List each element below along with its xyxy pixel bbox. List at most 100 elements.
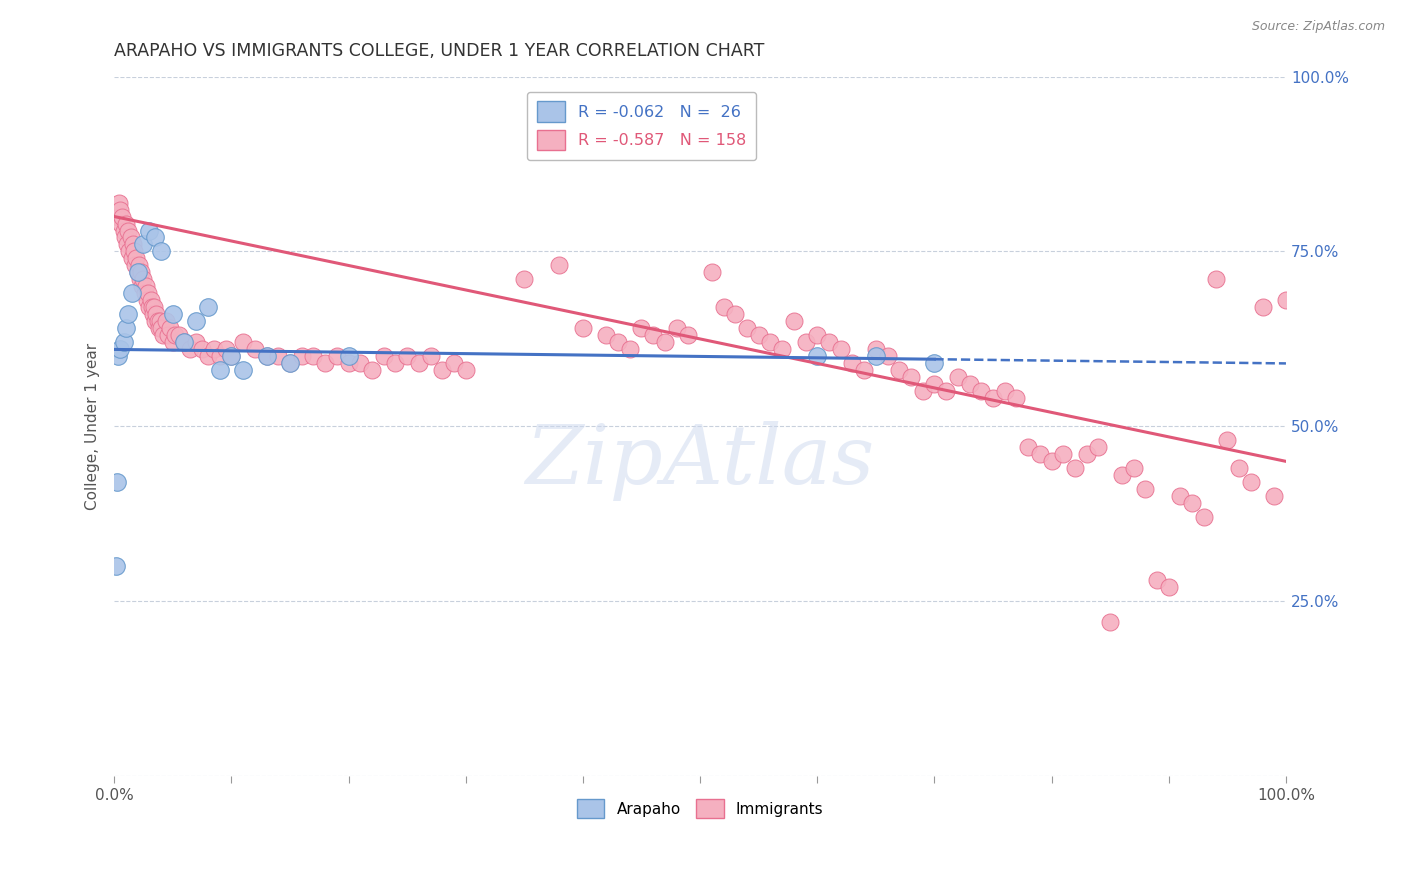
Point — [654, 335, 676, 350]
Point — [1227, 461, 1250, 475]
Point — [302, 350, 325, 364]
Point — [1240, 475, 1263, 490]
Point — [155, 314, 177, 328]
Point — [120, 230, 142, 244]
Point — [152, 328, 174, 343]
Point — [118, 244, 141, 259]
Point — [186, 335, 208, 350]
Point — [110, 217, 132, 231]
Point — [121, 252, 143, 266]
Point — [1275, 293, 1298, 308]
Point — [129, 272, 152, 286]
Point — [162, 335, 184, 350]
Point — [131, 279, 153, 293]
Point — [1076, 447, 1098, 461]
Point — [173, 335, 195, 350]
Point — [724, 308, 747, 322]
Point — [1251, 301, 1274, 315]
Point — [114, 230, 136, 244]
Point — [162, 308, 184, 322]
Point — [124, 259, 146, 273]
Point — [136, 286, 159, 301]
Y-axis label: College, Under 1 year: College, Under 1 year — [86, 343, 100, 510]
Point — [105, 475, 128, 490]
Point — [1111, 468, 1133, 483]
Point — [132, 272, 155, 286]
Point — [314, 356, 336, 370]
Point — [432, 363, 454, 377]
Point — [806, 350, 828, 364]
Legend: Arapaho, Immigrants: Arapaho, Immigrants — [571, 793, 830, 824]
Point — [112, 223, 135, 237]
Point — [337, 356, 360, 370]
Point — [173, 335, 195, 350]
Point — [408, 356, 430, 370]
Point — [924, 377, 946, 392]
Point — [179, 343, 201, 357]
Point — [221, 350, 243, 364]
Point — [1157, 580, 1180, 594]
Point — [911, 384, 934, 399]
Point — [443, 356, 465, 370]
Point — [107, 350, 129, 364]
Point — [232, 335, 254, 350]
Point — [143, 230, 166, 244]
Point — [143, 301, 166, 315]
Point — [889, 363, 911, 377]
Point — [1181, 496, 1204, 510]
Point — [1146, 574, 1168, 588]
Point — [157, 328, 180, 343]
Point — [643, 328, 665, 343]
Point — [141, 301, 163, 315]
Point — [150, 244, 173, 259]
Point — [865, 343, 887, 357]
Point — [145, 308, 167, 322]
Point — [326, 350, 349, 364]
Point — [759, 335, 782, 350]
Point — [139, 293, 162, 308]
Point — [127, 265, 149, 279]
Point — [865, 350, 887, 364]
Point — [117, 223, 139, 237]
Point — [419, 350, 441, 364]
Point — [186, 314, 208, 328]
Point — [548, 259, 571, 273]
Point — [349, 356, 371, 370]
Point — [1192, 510, 1215, 524]
Point — [221, 350, 243, 364]
Point — [148, 321, 170, 335]
Point — [1099, 615, 1122, 630]
Point — [278, 356, 301, 370]
Point — [454, 363, 477, 377]
Point — [134, 286, 156, 301]
Point — [191, 343, 214, 357]
Point — [232, 363, 254, 377]
Point — [125, 252, 148, 266]
Point — [1017, 441, 1039, 455]
Point — [607, 335, 630, 350]
Point — [121, 286, 143, 301]
Point — [197, 301, 219, 315]
Point — [830, 343, 852, 357]
Point — [1052, 447, 1074, 461]
Point — [959, 377, 981, 392]
Point — [946, 370, 969, 384]
Point — [135, 279, 157, 293]
Point — [267, 350, 290, 364]
Point — [127, 265, 149, 279]
Point — [108, 195, 131, 210]
Point — [278, 356, 301, 370]
Point — [678, 328, 700, 343]
Point — [1087, 441, 1109, 455]
Point — [256, 350, 278, 364]
Point — [384, 356, 406, 370]
Point — [150, 321, 173, 335]
Point — [1029, 447, 1052, 461]
Point — [291, 350, 314, 364]
Point — [108, 202, 131, 217]
Point — [159, 321, 181, 335]
Point — [1205, 272, 1227, 286]
Point — [146, 314, 169, 328]
Point — [994, 384, 1017, 399]
Point — [1064, 461, 1087, 475]
